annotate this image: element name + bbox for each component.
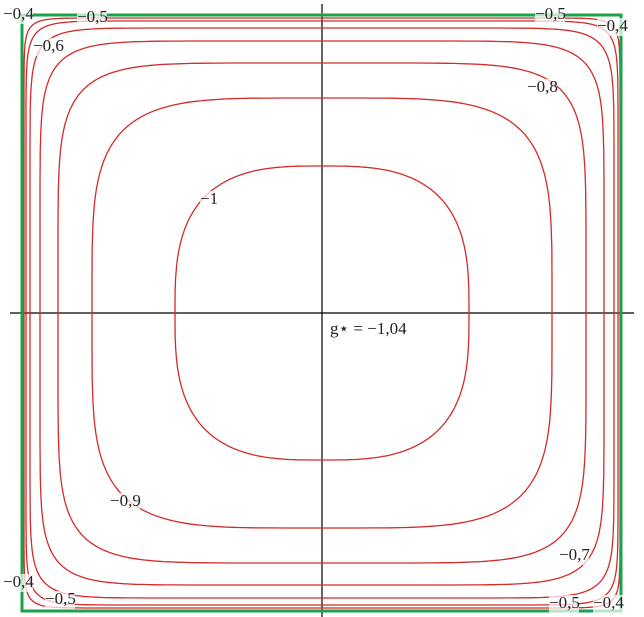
label-background: [535, 6, 565, 24]
label-background: [45, 591, 75, 609]
contour-label: −0,8: [527, 77, 558, 96]
label-background: [200, 191, 218, 209]
contour-label: −0,4: [3, 572, 34, 591]
contour-label: −0,4: [3, 4, 34, 23]
contour-label: −0,4: [597, 16, 628, 35]
label-background: [110, 493, 140, 511]
contour-label: −0,4: [593, 593, 624, 612]
contour-label: −0,6: [33, 36, 64, 55]
label-background: [33, 38, 63, 56]
contour-line: [91, 97, 553, 529]
contour-label: −0,7: [559, 545, 590, 564]
annotation: g⋆ = −1,04: [330, 319, 407, 338]
contour-line: [39, 40, 605, 586]
contour-label: −0,5: [535, 4, 566, 23]
label-background: [527, 79, 557, 97]
contour-line: [29, 27, 615, 599]
contour-label: −0,9: [110, 491, 141, 510]
contour-label: −0,5: [45, 589, 76, 608]
label-background: [3, 574, 33, 592]
label-background: [77, 9, 107, 27]
contour-line: [174, 165, 470, 461]
contour-label: −1: [200, 189, 218, 208]
contour-label: −0,5: [77, 7, 108, 26]
label-background: [593, 595, 623, 613]
label-background: [3, 6, 33, 24]
label-background: [559, 547, 589, 565]
label-background: [549, 595, 579, 613]
label-background: [597, 18, 627, 36]
contour-line: [57, 62, 587, 564]
contour-label: −0,5: [549, 593, 580, 612]
frame: [20, 13, 623, 613]
